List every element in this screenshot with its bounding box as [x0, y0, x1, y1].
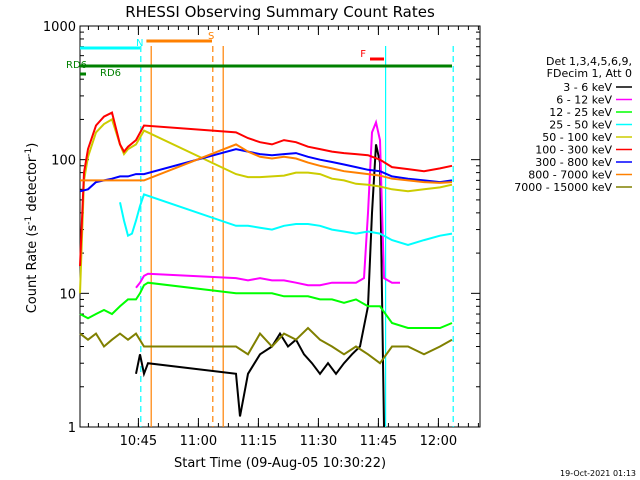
y-tick-label: 100	[51, 154, 76, 169]
flag-label: S	[208, 31, 214, 42]
series-line	[135, 119, 400, 289]
legend-header: FDecim 1, Att 0	[547, 67, 632, 80]
legend-entry-label: 100 - 300 keV	[535, 144, 612, 157]
x-axis-label: Start Time (09-Aug-05 10:30:22)	[174, 456, 386, 471]
legend: Det 1,3,4,5,6,9,FDecim 1, Att 03 - 6 keV…	[514, 55, 632, 194]
ylabel-mid: detector	[25, 156, 40, 216]
plot-frame	[79, 25, 481, 428]
flag-label: RD6	[100, 68, 121, 79]
ylabel-main: Count Rate (s	[25, 225, 40, 314]
flag-bars: RD6 RD6 S N F	[66, 31, 452, 79]
legend-entry-label: 3 - 6 keV	[563, 81, 612, 94]
x-tick-label: 11:45	[360, 434, 397, 449]
series-line	[79, 117, 453, 294]
x-tick-label: 11:15	[240, 434, 277, 449]
flag-label: F	[360, 49, 366, 60]
legend-header: Det 1,3,4,5,6,9,	[546, 55, 632, 68]
tick-labels: 1 10 100 1000 10:45 11:00 11:15 11:30 11:45 12:00	[43, 20, 457, 449]
legend-entry-label: 12 - 25 keV	[549, 106, 612, 119]
footer-date: 19-Oct-2021 01:13	[560, 469, 636, 478]
series-line	[79, 111, 453, 267]
ylabel-sup2: -1	[24, 148, 34, 157]
plot-axes	[79, 25, 481, 428]
legend-entry-label: 50 - 100 keV	[542, 131, 612, 144]
series-line	[119, 193, 453, 247]
y-tick-label: 10	[59, 287, 76, 302]
y-axis-label: Count Rate (s-1 detector-1)	[24, 143, 40, 314]
x-tick-label: 11:00	[180, 434, 217, 449]
legend-entry-label: 800 - 7000 keV	[528, 169, 612, 182]
legend-entry-label: 300 - 800 keV	[535, 156, 612, 169]
x-tick-label: 10:45	[120, 434, 157, 449]
ylabel-sup1: -1	[24, 216, 34, 225]
series-line	[80, 143, 453, 184]
series-lines	[79, 111, 453, 428]
series-line	[79, 281, 453, 329]
y-tick-label: 1	[68, 421, 76, 436]
legend-entry-label: 25 - 50 keV	[549, 119, 612, 132]
legend-entry-label: 6 - 12 keV	[556, 94, 612, 107]
gap-markers	[140, 46, 454, 427]
chart-title: RHESSI Observing Summary Count Rates	[125, 3, 435, 21]
x-tick-label: 12:00	[420, 434, 457, 449]
y-tick-label: 1000	[43, 20, 76, 35]
x-tick-label: 11:30	[300, 434, 337, 449]
legend-entry-label: 7000 - 15000 keV	[514, 181, 612, 194]
series-line	[79, 148, 453, 193]
series-line	[79, 326, 453, 365]
flag-label: RD6	[66, 60, 87, 71]
flag-label: N	[136, 38, 143, 49]
ylabel-end: )	[25, 143, 40, 148]
